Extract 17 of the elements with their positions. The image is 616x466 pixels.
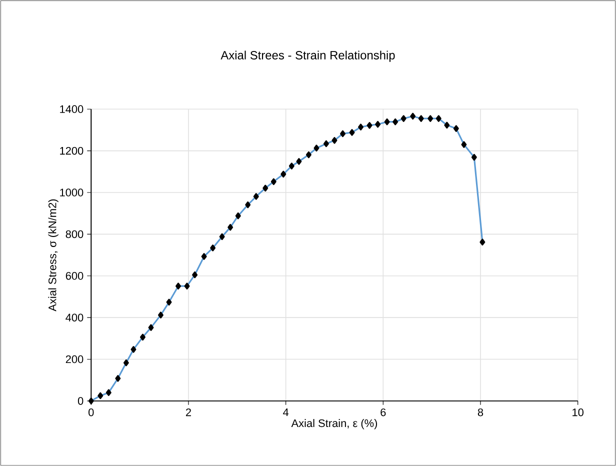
x-axis-title: Axial Strain, ε (%) xyxy=(291,419,378,430)
y-tick-label: 400 xyxy=(66,314,84,322)
x-tick-label: 10 xyxy=(572,408,584,416)
y-tick-label: 1200 xyxy=(60,146,84,155)
x-tick-label: 2 xyxy=(186,408,191,416)
x-tick-label: 0 xyxy=(88,408,94,416)
x-tick-label: 6 xyxy=(380,408,386,416)
chart-title: Axial Strees - Strain Relationship xyxy=(220,50,395,62)
y-tick-label: 200 xyxy=(66,355,84,364)
x-tick-label: 4 xyxy=(283,408,289,416)
x-tick-label: 8 xyxy=(478,408,484,416)
y-tick-label: 1000 xyxy=(60,188,84,196)
y-tick-label: 800 xyxy=(66,230,84,238)
y-tick-label: 0 xyxy=(78,397,84,405)
y-tick-label: 1400 xyxy=(60,105,84,113)
y-axis-title: Axial Stress, σ (kN/m2) xyxy=(48,199,58,312)
y-tick-label: 600 xyxy=(66,272,84,280)
